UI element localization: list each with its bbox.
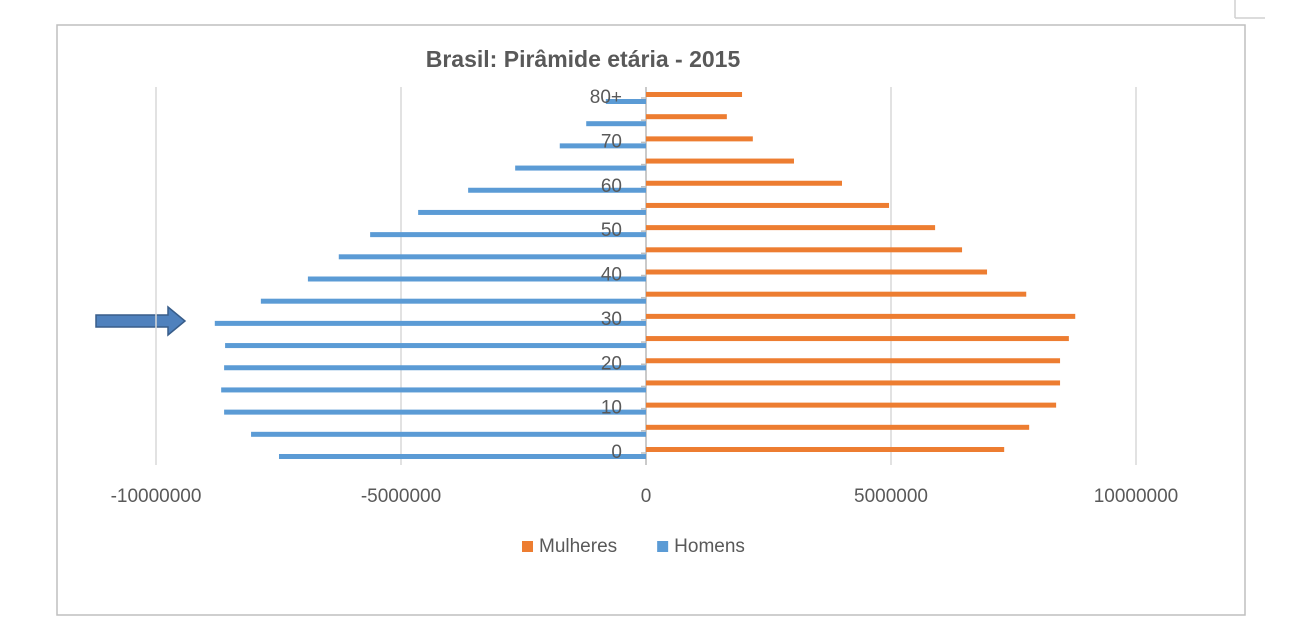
bar — [646, 180, 842, 186]
bar — [646, 358, 1061, 364]
y-tick-label: 70 — [601, 131, 622, 152]
bar — [646, 247, 963, 253]
bar — [225, 343, 646, 349]
legend-item: Homens — [657, 536, 745, 557]
x-tick-label: 5000000 — [854, 486, 928, 507]
bar — [221, 387, 647, 393]
bar — [224, 365, 647, 371]
legend-item: Mulheres — [522, 536, 617, 557]
bar — [559, 143, 646, 149]
bar — [646, 402, 1057, 408]
bar — [251, 431, 646, 437]
x-tick-label: -10000000 — [111, 486, 202, 507]
chart-frame — [56, 24, 1246, 616]
bar — [370, 232, 646, 238]
bar — [468, 187, 646, 193]
bar — [646, 158, 794, 164]
bar — [646, 447, 1005, 452]
y-tick-label: 10 — [601, 398, 622, 419]
legend-swatch — [522, 541, 533, 552]
bar — [307, 276, 646, 282]
legend-swatch — [657, 541, 669, 552]
y-tick-label: 20 — [601, 353, 622, 374]
bar — [646, 269, 988, 275]
bar — [646, 380, 1061, 386]
bar — [646, 291, 1027, 297]
bar — [418, 209, 646, 215]
y-tick-label: 60 — [601, 176, 622, 197]
bar — [646, 136, 753, 142]
y-tick-label: 80+ — [590, 87, 622, 108]
bar — [646, 202, 890, 208]
chart-title: Brasil: Pirâmide etária - 2015 — [426, 46, 741, 72]
bar — [278, 454, 646, 459]
bar — [646, 313, 1076, 319]
x-tick-label: -5000000 — [361, 486, 441, 507]
bar — [338, 254, 646, 260]
bar — [646, 424, 1030, 430]
bar — [646, 225, 936, 231]
bar — [605, 99, 646, 104]
y-tick-label: 50 — [601, 220, 622, 241]
x-tick-label: 10000000 — [1094, 486, 1179, 507]
bar — [586, 121, 646, 127]
arrow-annotation — [95, 305, 187, 337]
bar — [214, 320, 647, 326]
y-tick-label: 40 — [601, 265, 622, 286]
bar — [260, 298, 646, 304]
x-tick-label: 0 — [641, 486, 652, 507]
bar — [646, 92, 743, 97]
y-tick-label: 30 — [601, 309, 622, 330]
bar — [646, 114, 727, 120]
y-tick-label: 0 — [611, 442, 622, 463]
bar — [646, 336, 1069, 342]
plot-area: -10000000 -5000000 0 5000000 10000000 0 10 20 30… — [111, 87, 1179, 507]
legend-label: Homens — [674, 536, 745, 557]
bar — [515, 165, 646, 171]
legend-label: Mulheres — [539, 536, 617, 557]
bar — [224, 409, 647, 415]
